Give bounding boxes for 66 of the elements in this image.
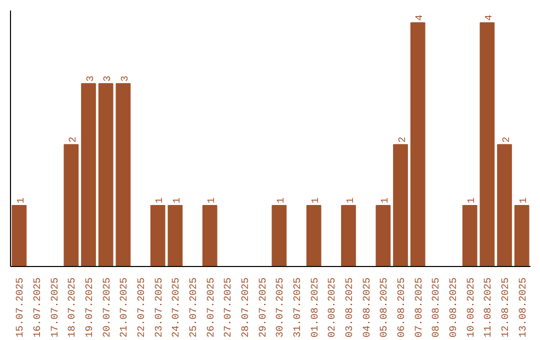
- data-label: 1: [519, 198, 530, 204]
- data-label: 3: [103, 76, 114, 82]
- data-label: 2: [398, 136, 409, 143]
- x-tick-label: 03.08.2025: [345, 277, 356, 338]
- data-label: 3: [120, 76, 132, 82]
- x-tick-label: 29.07.2025: [258, 277, 270, 338]
- bar: [480, 22, 495, 266]
- x-tick-label: 23.07.2025: [154, 277, 166, 338]
- data-label: 2: [68, 136, 80, 143]
- x-tick-label: 04.08.2025: [362, 277, 374, 338]
- x-tick-label: 09.08.2025: [449, 277, 460, 338]
- bar: [497, 144, 512, 266]
- x-tick-label: 15.07.2025: [16, 277, 27, 338]
- data-label: 1: [207, 198, 218, 204]
- x-tick-label: 05.08.2025: [380, 277, 391, 338]
- x-tick-label: 26.07.2025: [206, 277, 218, 338]
- bar: [376, 205, 391, 266]
- data-label: 4: [415, 14, 426, 21]
- x-tick-label: 12.08.2025: [501, 277, 512, 338]
- x-tick-label: 02.08.2025: [328, 277, 339, 338]
- bar: [393, 144, 408, 266]
- data-label: 1: [467, 198, 478, 204]
- data-label: 4: [484, 14, 496, 21]
- x-tick-label: 22.07.2025: [137, 277, 148, 338]
- x-tick-label: 17.07.2025: [50, 277, 62, 338]
- x-tick-label: 24.07.2025: [172, 277, 183, 338]
- data-label: 1: [172, 198, 184, 204]
- data-label: 1: [311, 198, 322, 204]
- data-label: 1: [380, 198, 392, 204]
- x-tick-label: 07.08.2025: [414, 277, 426, 338]
- x-tick-label: 11.08.2025: [484, 277, 495, 338]
- x-tick-label: 06.08.2025: [397, 277, 408, 338]
- bar: [202, 205, 218, 266]
- x-tick-label: 25.07.2025: [189, 277, 200, 338]
- bar: [410, 22, 426, 266]
- bar: [462, 205, 478, 266]
- bar: [64, 144, 79, 266]
- bar: [116, 83, 131, 266]
- x-tick-label: 01.08.2025: [310, 277, 322, 338]
- x-tick-label: 30.07.2025: [276, 277, 287, 338]
- data-label: 3: [86, 76, 97, 82]
- x-tick-label: 18.07.2025: [68, 277, 79, 338]
- x-tick-label: 20.07.2025: [102, 277, 114, 338]
- bar: [514, 205, 530, 266]
- bar: [341, 205, 356, 266]
- x-tick-label: 21.07.2025: [120, 277, 131, 338]
- data-label: 2: [502, 136, 513, 143]
- data-label: 1: [16, 198, 28, 204]
- data-label: 1: [346, 198, 357, 204]
- bar: [12, 205, 27, 266]
- bar: [168, 205, 183, 266]
- x-tick-label: 16.07.2025: [33, 277, 44, 338]
- x-tick-label: 31.07.2025: [293, 277, 304, 338]
- data-label: 1: [276, 198, 288, 204]
- bar: [81, 83, 96, 266]
- x-tick-label: 13.08.2025: [518, 277, 530, 338]
- bar: [272, 205, 287, 266]
- bar: [306, 205, 322, 266]
- x-tick-label: 08.08.2025: [432, 277, 443, 338]
- x-tick-label: 28.07.2025: [241, 277, 252, 338]
- x-tick-label: 27.07.2025: [224, 277, 235, 338]
- bar: [150, 205, 166, 266]
- x-tick-label: 10.08.2025: [466, 277, 478, 338]
- x-tick-label: 19.07.2025: [85, 277, 96, 338]
- data-label: 1: [155, 198, 166, 204]
- bar: [98, 83, 114, 266]
